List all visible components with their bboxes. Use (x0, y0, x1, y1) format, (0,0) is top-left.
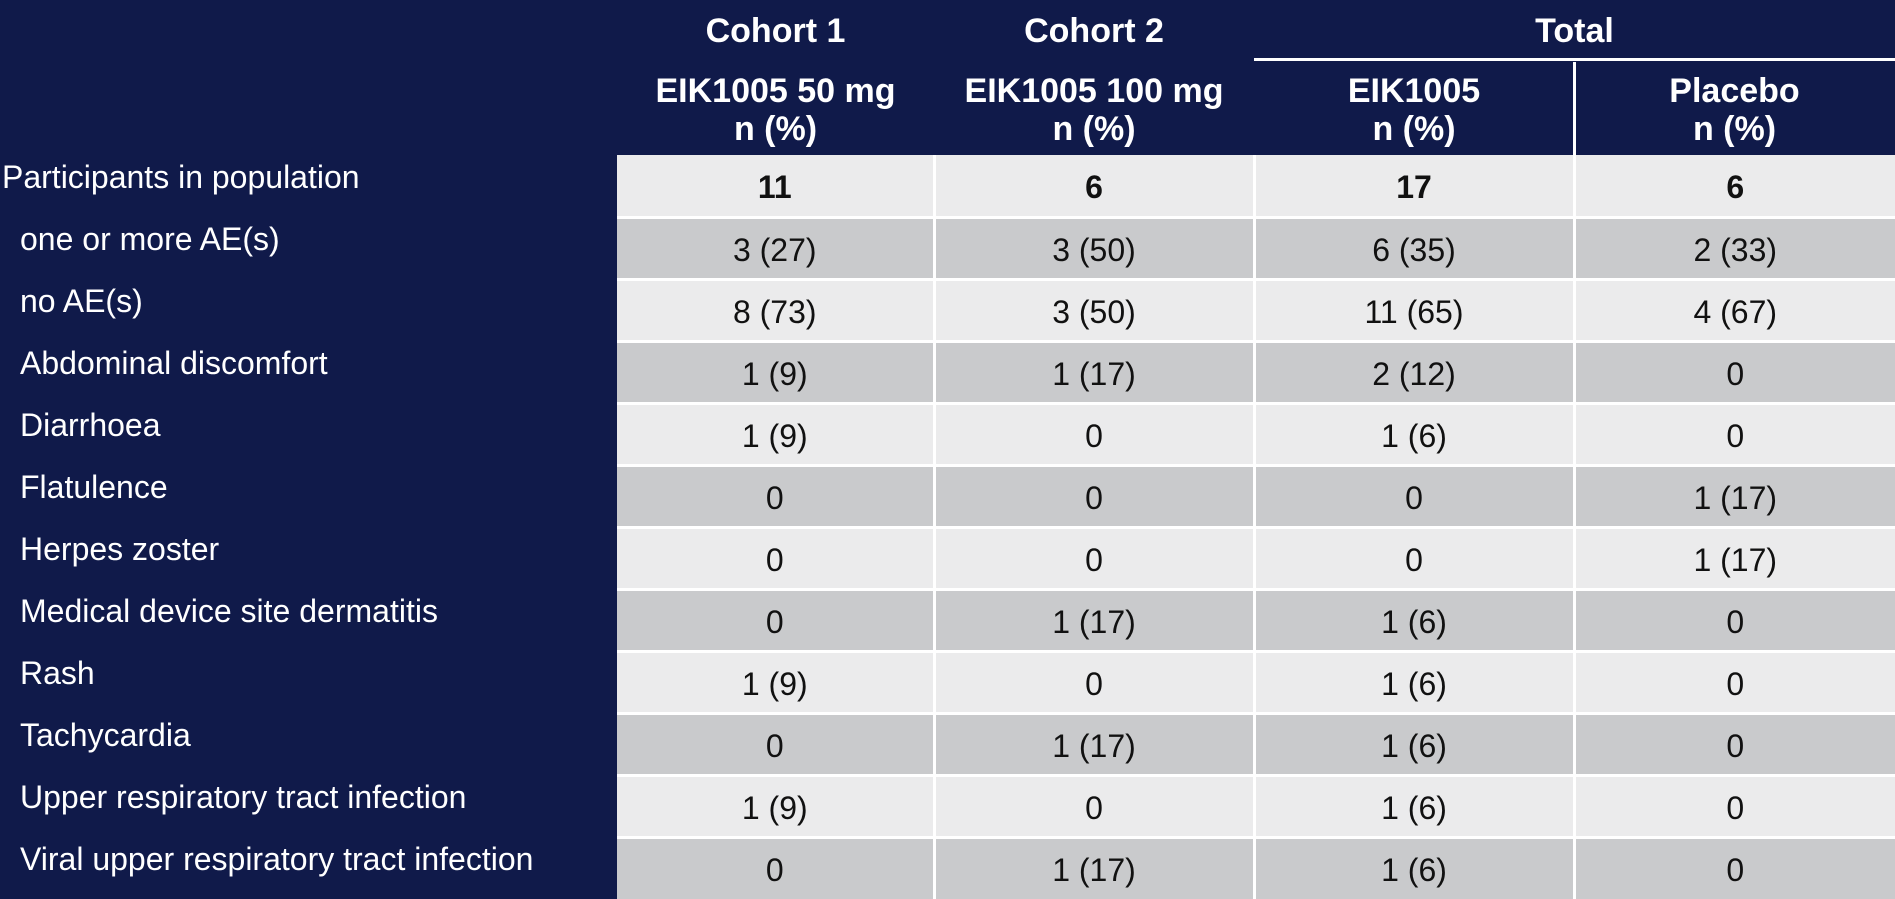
table-row: Tachycardia 0 1 (17) 1 (6) 0 (0, 711, 1895, 775)
cell-col2: 0 (932, 649, 1254, 713)
table-row: Medical device site dermatitis 0 1 (17) … (0, 587, 1895, 651)
row-label: no AE(s) (0, 279, 617, 341)
cell-col3: 2 (12) (1252, 339, 1574, 403)
cell-col3: 1 (6) (1252, 773, 1574, 837)
table-row: Viral upper respiratory tract infection … (0, 835, 1895, 899)
cell-col3: 0 (1252, 525, 1574, 589)
cell-col2: 0 (932, 401, 1254, 465)
row-label: Viral upper respiratory tract infection (0, 837, 617, 899)
cell-col3: 17 (1252, 155, 1574, 217)
cell-col2: 6 (932, 155, 1254, 217)
cell-col2: 1 (17) (932, 587, 1254, 651)
col2-header-line1: EIK1005 100 mg (964, 72, 1224, 110)
col1-header-line1: EIK1005 50 mg (655, 72, 896, 110)
col3-header-line1: EIK1005 (1347, 72, 1481, 110)
cell-col1: 1 (9) (617, 401, 934, 465)
table-row: Herpes zoster 0 0 0 1 (17) (0, 525, 1895, 589)
cell-col1: 1 (9) (617, 649, 934, 713)
cell-col3: 1 (6) (1252, 835, 1574, 899)
cell-col2: 1 (17) (932, 711, 1254, 775)
header-cohort2: Cohort 2 (1024, 12, 1164, 50)
row-label: Rash (0, 651, 617, 713)
data-table: Participants in population 11 6 17 6 one… (0, 155, 1895, 899)
row-label: Participants in population (0, 155, 617, 217)
cell-col1: 0 (617, 835, 934, 899)
table-row: Flatulence 0 0 0 1 (17) (0, 463, 1895, 527)
col4-header-line2: n (%) (1692, 110, 1777, 148)
cell-col1: 0 (617, 711, 934, 775)
cell-col4: 0 (1572, 339, 1895, 403)
cell-col3: 1 (6) (1252, 649, 1574, 713)
col3-header-line2: n (%) (1372, 110, 1456, 148)
cell-col4: 0 (1572, 401, 1895, 465)
cell-col1: 0 (617, 587, 934, 651)
cell-col2: 0 (932, 773, 1254, 837)
col4-header-line1: Placebo (1669, 72, 1800, 110)
cell-col1: 0 (617, 525, 934, 589)
cell-col4: 6 (1572, 155, 1895, 217)
cell-col4: 0 (1572, 835, 1895, 899)
cell-col1: 8 (73) (617, 277, 934, 341)
cell-col2: 1 (17) (932, 835, 1254, 899)
cell-col1: 1 (9) (617, 339, 934, 403)
cell-col4: 1 (17) (1572, 463, 1895, 527)
cell-col2: 3 (50) (932, 215, 1254, 279)
cell-col3: 1 (6) (1252, 401, 1574, 465)
cell-col3: 6 (35) (1252, 215, 1574, 279)
col4-header: Placebo n (%) (1574, 72, 1895, 148)
row-label: Diarrhoea (0, 403, 617, 465)
table-row: Participants in population 11 6 17 6 (0, 155, 1895, 217)
col2-header: EIK1005 100 mg n (%) (934, 72, 1254, 148)
row-label: Flatulence (0, 465, 617, 527)
cell-col2: 0 (932, 463, 1254, 527)
table-row: Rash 1 (9) 0 1 (6) 0 (0, 649, 1895, 713)
cell-col2: 1 (17) (932, 339, 1254, 403)
col1-header: EIK1005 50 mg n (%) (617, 72, 934, 148)
table-row: no AE(s) 8 (73) 3 (50) 11 (65) 4 (67) (0, 277, 1895, 341)
col3-header: EIK1005 n (%) (1254, 72, 1574, 148)
total-underline (1254, 58, 1895, 61)
row-label: Medical device site dermatitis (0, 589, 617, 651)
cell-col3: 0 (1252, 463, 1574, 527)
cell-col1: 0 (617, 463, 934, 527)
cell-col4: 0 (1572, 711, 1895, 775)
col2-header-line2: n (%) (1052, 110, 1136, 148)
row-label: Tachycardia (0, 713, 617, 775)
cell-col4: 1 (17) (1572, 525, 1895, 589)
header-cohort1: Cohort 1 (705, 12, 846, 50)
cell-col4: 4 (67) (1572, 277, 1895, 341)
cell-col3: 11 (65) (1252, 277, 1574, 341)
cell-col1: 1 (9) (617, 773, 934, 837)
cell-col4: 2 (33) (1572, 215, 1895, 279)
table-row: Abdominal discomfort 1 (9) 1 (17) 2 (12)… (0, 339, 1895, 403)
col1-header-line2: n (%) (733, 110, 818, 148)
cell-col3: 1 (6) (1252, 587, 1574, 651)
cell-col1: 3 (27) (617, 215, 934, 279)
cell-col1: 11 (617, 155, 934, 217)
cell-col2: 3 (50) (932, 277, 1254, 341)
cell-col3: 1 (6) (1252, 711, 1574, 775)
row-label: one or more AE(s) (0, 217, 617, 279)
table-row: Diarrhoea 1 (9) 0 1 (6) 0 (0, 401, 1895, 465)
cell-col4: 0 (1572, 649, 1895, 713)
header-divider (1573, 62, 1576, 155)
header-total: Total (1535, 12, 1614, 50)
table-row: Upper respiratory tract infection 1 (9) … (0, 773, 1895, 837)
table-row: one or more AE(s) 3 (27) 3 (50) 6 (35) 2… (0, 215, 1895, 279)
cell-col4: 0 (1572, 773, 1895, 837)
row-label: Abdominal discomfort (0, 341, 617, 403)
row-label: Herpes zoster (0, 527, 617, 589)
cell-col2: 0 (932, 525, 1254, 589)
row-label: Upper respiratory tract infection (0, 775, 617, 837)
cell-col4: 0 (1572, 587, 1895, 651)
